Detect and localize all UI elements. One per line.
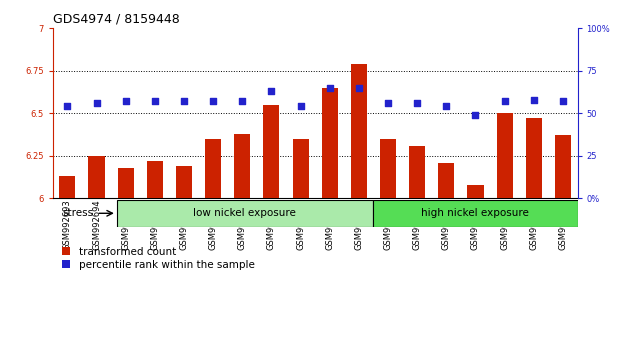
Point (120, 98, 130, 104)
Bar (292, 139, 309, 198)
Text: low nickel exposure: low nickel exposure (193, 208, 296, 218)
Bar (468, 185, 484, 198)
Point (354, 85, 364, 91)
Bar (380, 139, 396, 198)
Bar (263, 105, 279, 198)
Text: stress: stress (63, 208, 94, 218)
Point (442, 104, 451, 109)
Point (383, 100, 393, 106)
Bar (409, 145, 425, 198)
Point (91, 100, 101, 106)
Point (208, 98, 218, 104)
Bar (117, 200, 373, 227)
Point (412, 100, 422, 106)
Point (558, 98, 568, 104)
Point (471, 112, 481, 118)
Bar (322, 88, 338, 198)
Bar (438, 162, 455, 198)
Bar (117, 168, 134, 198)
Point (179, 98, 189, 104)
Bar (351, 64, 367, 198)
Point (62, 104, 72, 109)
Bar (205, 139, 221, 198)
Bar (234, 134, 250, 198)
Bar (147, 161, 163, 198)
Bar (373, 200, 578, 227)
Point (296, 104, 306, 109)
Text: GDS4974 / 8159448: GDS4974 / 8159448 (53, 13, 179, 26)
Legend: transformed count, percentile rank within the sample: transformed count, percentile rank withi… (58, 242, 259, 274)
Bar (497, 113, 513, 198)
Bar (555, 135, 571, 198)
Point (325, 85, 335, 91)
Point (500, 98, 510, 104)
Bar (89, 156, 104, 198)
Point (266, 88, 276, 94)
Point (150, 98, 160, 104)
Point (529, 97, 539, 103)
Bar (526, 118, 542, 198)
Bar (176, 166, 192, 198)
Text: high nickel exposure: high nickel exposure (421, 208, 529, 218)
Bar (60, 176, 75, 198)
Point (237, 98, 247, 104)
